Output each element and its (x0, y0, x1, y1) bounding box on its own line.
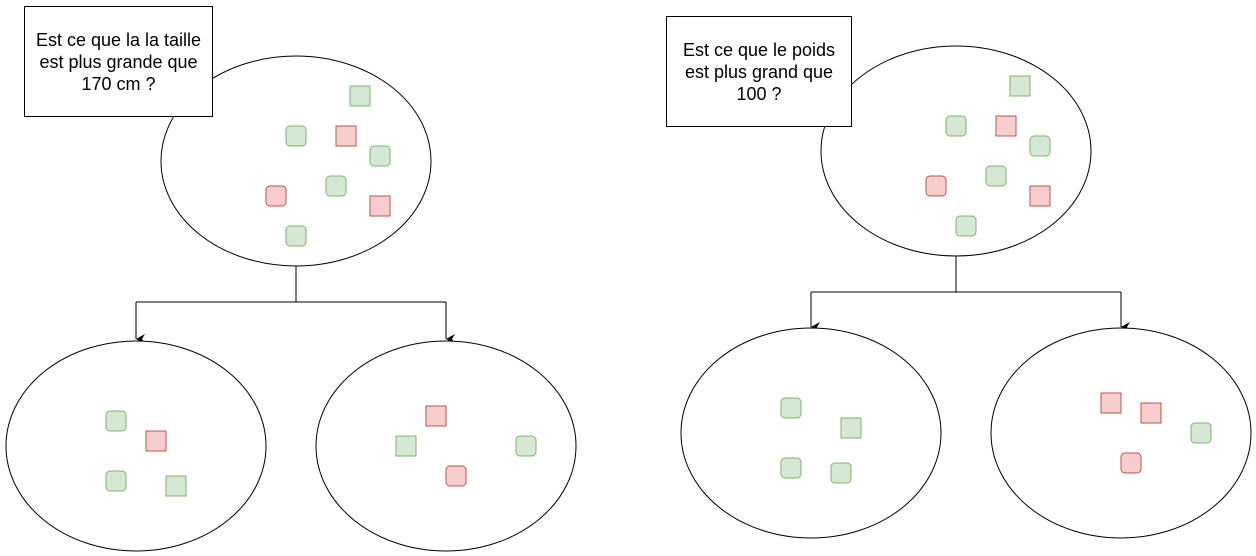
tree-left-root-ellipse (160, 55, 432, 267)
tree-right (680, 45, 1252, 539)
data-item-green (955, 215, 977, 237)
tree-right-child-left-items (780, 397, 862, 484)
data-item-green (325, 175, 347, 197)
data-item-green (780, 457, 802, 479)
tree-left-child-right-ellipse (315, 340, 577, 552)
tree-right-child-right-ellipse (990, 327, 1252, 539)
data-item-red (445, 465, 467, 487)
data-item-red (145, 430, 167, 452)
tree-left (5, 55, 577, 552)
tree-left-child-left-node (5, 340, 267, 552)
data-item-green (1009, 75, 1031, 97)
data-item-green (1190, 422, 1212, 444)
data-item-red (1029, 185, 1051, 207)
data-item-green (105, 470, 127, 492)
tree-right-root-items (925, 75, 1051, 237)
tree-left-question-box: Est ce que la la taille est plus grande … (24, 6, 213, 117)
data-item-green (1029, 135, 1051, 157)
tree-right-root-node (820, 45, 1092, 257)
data-item-red (925, 175, 947, 197)
data-item-red (425, 405, 447, 427)
data-item-green (285, 225, 307, 247)
data-item-green (830, 462, 852, 484)
data-item-red (1100, 392, 1122, 414)
data-item-green (945, 115, 967, 137)
tree-left-child-right-items (395, 405, 537, 487)
tree-right-question-text: Est ce que le poids est plus grand que 1… (682, 39, 836, 104)
tree-right-connectors (810, 256, 1130, 332)
tree-left-root-node (160, 55, 432, 267)
tree-left-child-right-node (315, 340, 577, 552)
data-item-green (369, 145, 391, 167)
tree-right-child-right-node (990, 327, 1252, 539)
tree-right-question-box: Est ce que le poids est plus grand que 1… (666, 16, 852, 127)
tree-left-root-items (265, 85, 391, 247)
data-item-red (1140, 402, 1162, 424)
data-item-green (105, 410, 127, 432)
data-item-green (515, 435, 537, 457)
data-item-red (265, 185, 287, 207)
data-item-green (395, 435, 417, 457)
data-item-green (349, 85, 371, 107)
data-item-green (985, 165, 1007, 187)
data-item-green (780, 397, 802, 419)
tree-right-child-left-ellipse (680, 327, 942, 539)
data-item-red (335, 125, 357, 147)
data-item-red (995, 115, 1017, 137)
data-item-green (840, 417, 862, 439)
data-item-green (285, 125, 307, 147)
tree-left-child-left-ellipse (5, 340, 267, 552)
data-item-red (1120, 452, 1142, 474)
tree-left-question-text: Est ce que la la taille est plus grande … (35, 29, 202, 94)
data-item-red (369, 195, 391, 217)
tree-right-root-ellipse (820, 45, 1092, 257)
data-item-green (165, 475, 187, 497)
tree-left-connectors (135, 266, 455, 344)
tree-left-child-left-items (105, 410, 187, 497)
tree-right-child-right-items (1100, 392, 1212, 474)
tree-right-child-left-node (680, 327, 942, 539)
